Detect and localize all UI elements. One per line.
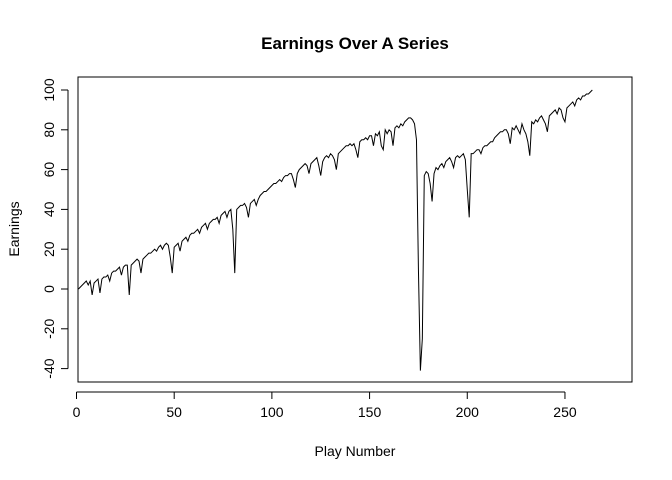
y-tick-label: 20: [41, 241, 57, 257]
y-tick-label: 100: [41, 78, 57, 102]
y-tick-label: -40: [41, 358, 57, 378]
y-axis-label: Earnings: [6, 201, 22, 256]
x-axis: 0 50 100 150 200 250: [73, 391, 577, 420]
y-tick-label: -20: [41, 318, 57, 338]
x-tick-label: 150: [358, 404, 382, 420]
y-tick-label: 60: [41, 162, 57, 178]
chart-title: Earnings Over A Series: [261, 34, 449, 53]
x-tick-label: 100: [260, 404, 284, 420]
x-tick-label: 200: [456, 404, 480, 420]
x-tick-label: 50: [166, 404, 182, 420]
y-tick-label: 0: [41, 285, 57, 293]
plot-area-frame: [77, 76, 633, 383]
x-axis-label: Play Number: [315, 443, 396, 459]
x-tick-label: 0: [73, 404, 81, 420]
x-tick-label: 250: [553, 404, 577, 420]
y-tick-label: 40: [41, 201, 57, 217]
y-axis: -40 -20 0 20 40 60 80 100: [41, 78, 69, 379]
earnings-line: [78, 89, 593, 371]
y-tick-label: 80: [41, 122, 57, 138]
